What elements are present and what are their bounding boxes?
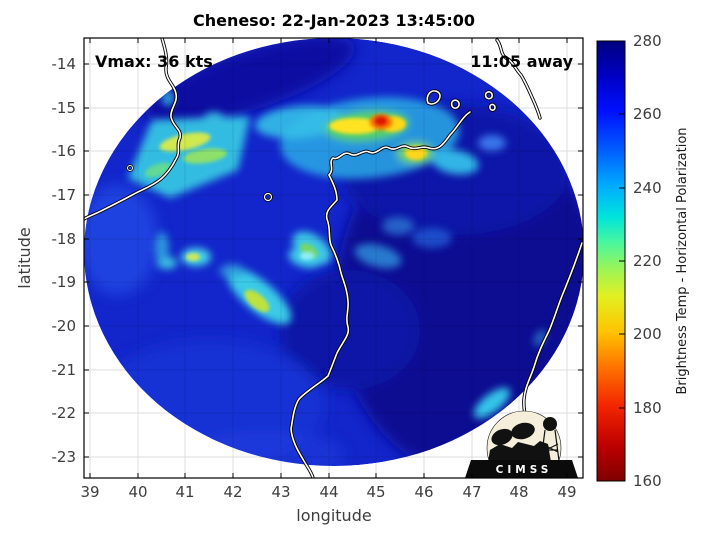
colorbar-tick-label: 280: [633, 32, 662, 50]
y-tick-label: -22: [52, 404, 77, 422]
y-tick-label: -19: [52, 273, 77, 291]
y-tick-label: -21: [52, 361, 77, 379]
colorbar-tick-label: 240: [633, 179, 662, 197]
vmax-annotation: Vmax: 36 kts: [95, 52, 213, 71]
coastlines: [84, 38, 583, 478]
x-axis: 39 40 41 42 43 44 45 46 47 48 49 longitu…: [80, 483, 576, 525]
colorbar-tick-label: 200: [633, 325, 662, 343]
y-axis: -14 -15 -16 -17 -18 -19 -20 -21 -22 -23 …: [15, 55, 76, 466]
cimss-logo-text: CIMSS: [496, 464, 553, 476]
x-tick-label: 47: [462, 483, 481, 501]
x-tick-label: 42: [223, 483, 242, 501]
x-tick-label: 46: [414, 483, 433, 501]
y-tick-label: -20: [52, 317, 77, 335]
y-tick-label: -15: [52, 99, 77, 117]
page-title: Cheneso: 22-Jan-2023 13:45:00: [193, 11, 475, 30]
colorbar-axis-label: Brightness Temp - Horizontal Polarizatio…: [675, 127, 690, 394]
cimss-logo: CIMSS: [465, 410, 578, 478]
x-tick-label: 44: [319, 483, 338, 501]
water-tower-legs: [540, 429, 560, 462]
x-tick-label: 49: [557, 483, 576, 501]
axes-frame: [83, 37, 584, 479]
y-tick-label: -17: [52, 186, 77, 204]
axis-tick-marks: [84, 38, 583, 478]
x-axis-label: longitude: [296, 506, 371, 525]
x-tick-label: 40: [128, 483, 147, 501]
y-tick-label: -18: [52, 230, 77, 248]
x-tick-label: 43: [271, 483, 290, 501]
water-tower-icon: [543, 417, 557, 431]
map-plot-area: CIMSS Vmax: 36 kts 11:05 away: [84, 38, 583, 478]
y-tick-label: -16: [52, 142, 77, 160]
x-tick-label: 48: [509, 483, 528, 501]
colorbar-tick-label: 180: [633, 399, 662, 417]
colorbar-tick-label: 260: [633, 105, 662, 123]
colorbar: 280 260 240 220 200 180 160 Brightness T…: [596, 32, 690, 490]
cimss-banner: [465, 460, 578, 478]
x-tick-label: 41: [175, 483, 194, 501]
x-tick-label: 45: [366, 483, 385, 501]
x-tick-label: 39: [80, 483, 99, 501]
colorbar-tick-marks: [619, 40, 625, 482]
colorbar-tick-label: 220: [633, 252, 662, 270]
y-axis-label: latitude: [15, 227, 34, 288]
colorbar-tick-label: 160: [633, 472, 662, 490]
y-tick-label: -14: [52, 55, 77, 73]
cimss-logo-silhouette: [488, 417, 557, 462]
y-tick-label: -23: [52, 448, 77, 466]
eta-annotation: 11:05 away: [470, 52, 573, 71]
